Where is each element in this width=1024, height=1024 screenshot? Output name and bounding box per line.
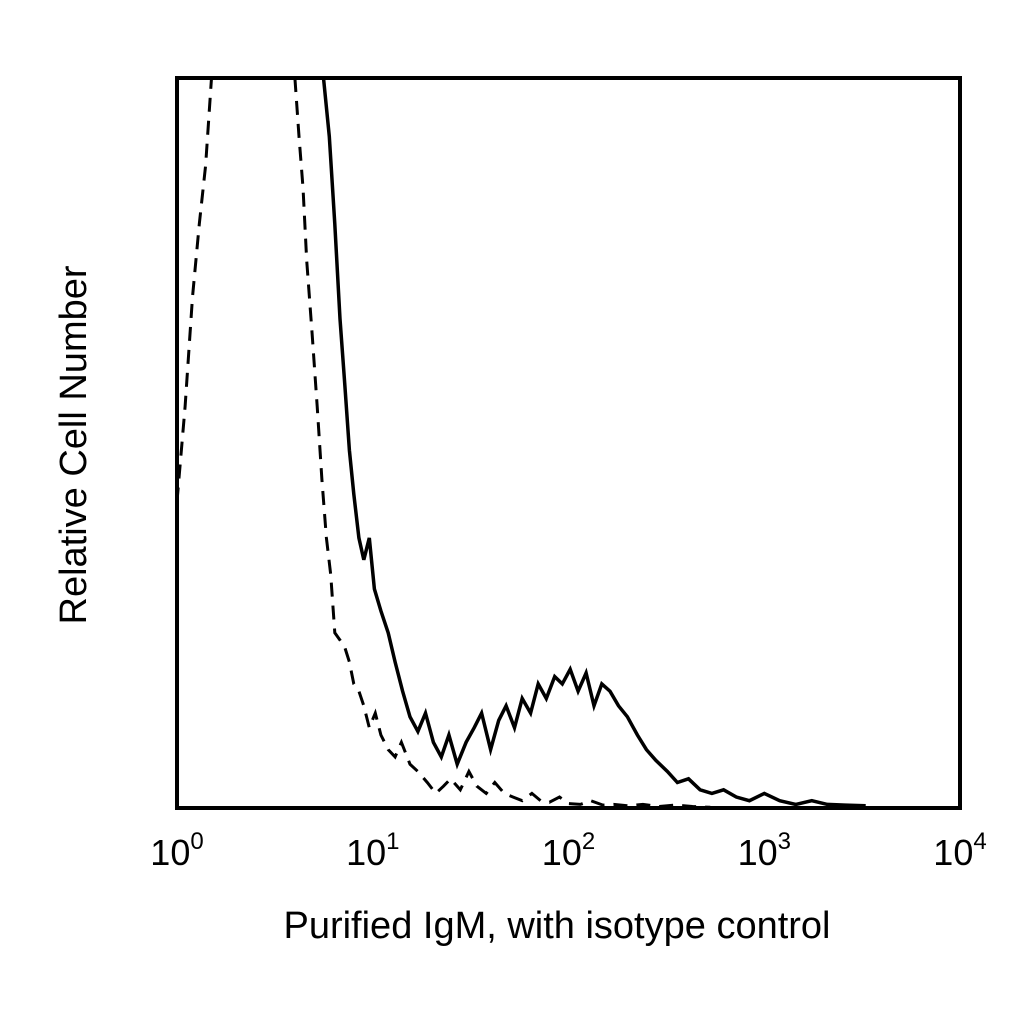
x-tick-label-3: 103 (738, 828, 791, 873)
isotype-control-series-2 (293, 77, 711, 809)
x-tick-exponent-1: 1 (386, 828, 399, 855)
series-layer (175, 77, 866, 809)
x-tick-base-3: 10 (738, 832, 778, 873)
y-axis-label: Relative Cell Number (53, 265, 95, 624)
x-tick-label-1: 101 (346, 828, 399, 873)
x-tick-exponent-3: 3 (778, 828, 791, 855)
igm-series-0 (321, 77, 866, 808)
x-tick-label-2: 102 (542, 828, 595, 873)
plot-frame (175, 76, 962, 810)
x-tick-label-0: 100 (150, 828, 203, 873)
isotype-control-series-1 (175, 77, 213, 502)
x-tick-exponent-4: 4 (973, 828, 986, 855)
x-axis-label: Purified IgM, with isotype control (283, 905, 830, 947)
x-tick-base-2: 10 (542, 832, 582, 873)
x-tick-base-1: 10 (346, 832, 386, 873)
x-tick-exponent-0: 0 (190, 828, 203, 855)
x-tick-base-0: 10 (150, 832, 190, 873)
x-tick-base-4: 10 (933, 832, 973, 873)
x-tick-labels: 100 101 102 103 104 (150, 828, 986, 873)
x-tick-exponent-2: 2 (582, 828, 595, 855)
x-tick-label-4: 104 (933, 828, 986, 873)
